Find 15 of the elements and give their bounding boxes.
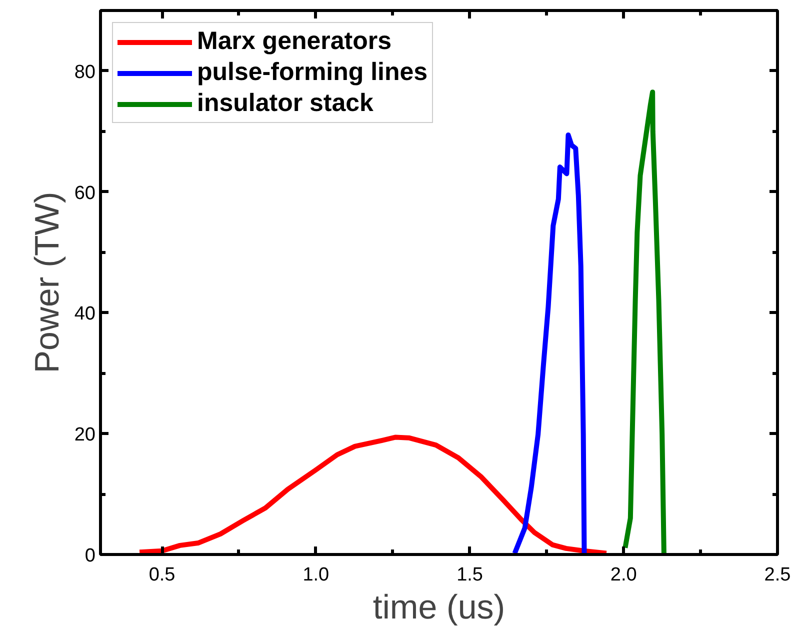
y-tick-label: 60 [74, 182, 96, 204]
y-tick-label: 80 [74, 62, 96, 83]
y-tick-label: 40 [74, 304, 96, 325]
y-tick-label: 0 [84, 546, 96, 566]
x-tick-label: 2.0 [610, 564, 637, 586]
y-tick-label: 20 [74, 424, 96, 446]
y-axis-title: Power (TW) [28, 192, 66, 374]
legend-label: pulse-forming lines [197, 58, 428, 87]
legend-label: insulator stack [197, 89, 374, 118]
x-axis-title: time (us) [372, 588, 506, 626]
x-tick-label: 1.5 [456, 564, 483, 586]
legend-label: Marx generators [197, 27, 392, 56]
x-tick-label: 1.0 [302, 564, 330, 586]
x-tick-label: 2.5 [764, 564, 791, 586]
x-tick-label: 0.5 [148, 564, 176, 586]
